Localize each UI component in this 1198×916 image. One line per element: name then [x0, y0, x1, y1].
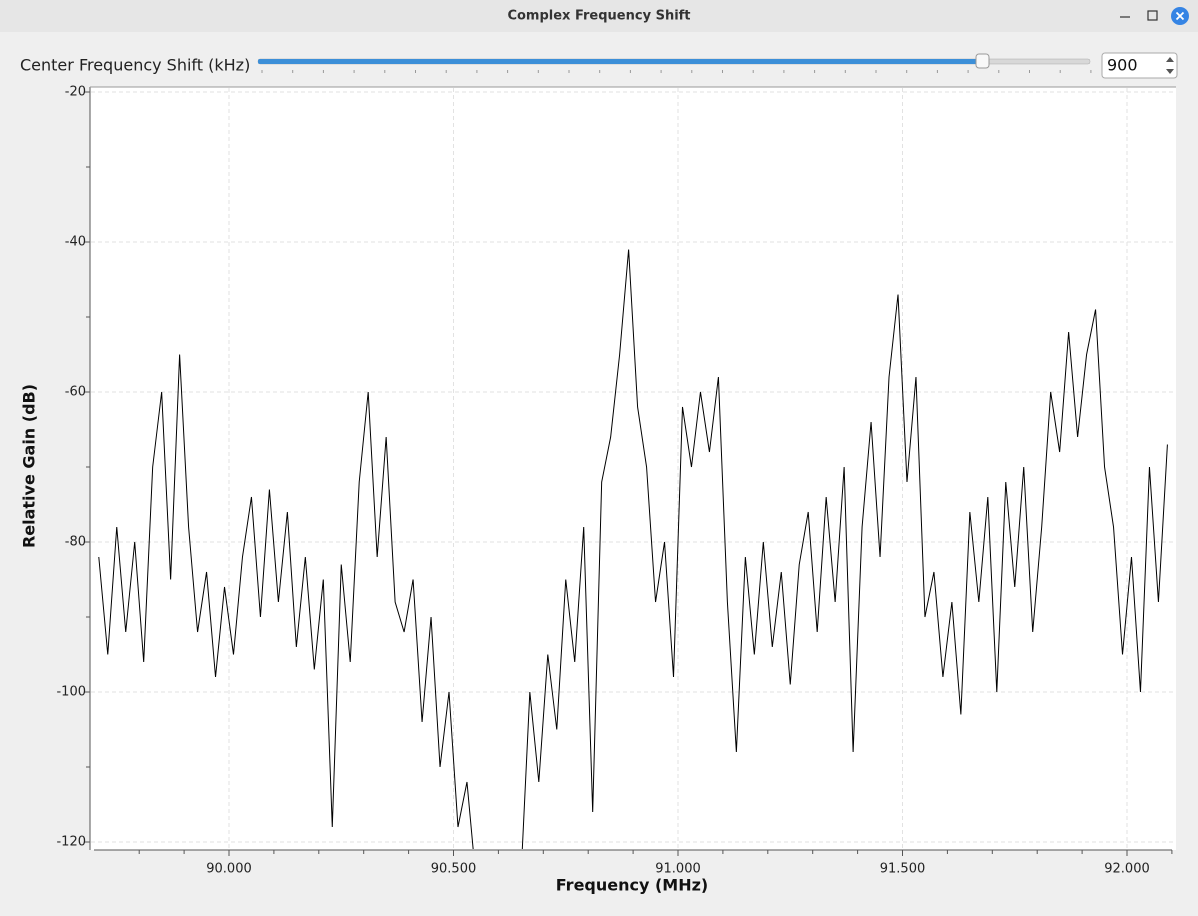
slider-label: Center Frequency Shift (kHz): [20, 56, 250, 75]
y-tick-label: -40: [65, 235, 86, 250]
x-axis-title: Frequency (MHz): [556, 876, 708, 895]
spinbox-value: 900: [1107, 56, 1138, 75]
y-tick-label: -60: [65, 385, 86, 400]
y-tick-label: -80: [65, 535, 86, 550]
close-button[interactable]: [1171, 7, 1189, 25]
y-tick-label: -100: [56, 685, 86, 700]
x-tick-label: 92.000: [1104, 862, 1150, 877]
x-tick-label: 90.500: [431, 862, 477, 877]
spectrum-line: [98, 249, 1168, 849]
window-title: Complex Frequency Shift: [507, 9, 690, 24]
x-tick-label: 90.000: [206, 862, 252, 877]
frequency-slider[interactable]: [257, 53, 1091, 69]
y-axis-title: Relative Gain (dB): [20, 384, 39, 548]
y-tick-label: -20: [65, 85, 86, 100]
y-tick-label: -120: [56, 835, 86, 850]
plot-area: [90, 87, 1176, 850]
x-tick-label: 91.500: [880, 862, 926, 877]
spinbox[interactable]: [1101, 52, 1178, 79]
maximize-button[interactable]: [1147, 10, 1158, 21]
title-bar: [0, 0, 1198, 32]
x-tick-label: 91.000: [655, 862, 701, 877]
